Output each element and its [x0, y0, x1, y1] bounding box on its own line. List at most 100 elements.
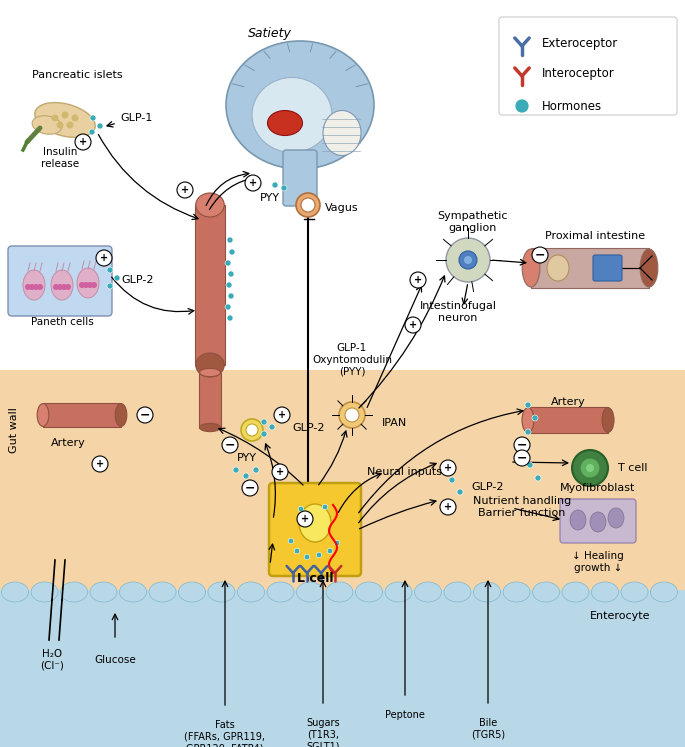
Circle shape	[66, 122, 73, 128]
Text: Hormones: Hormones	[542, 99, 602, 113]
Text: GLP-1
Oxyntomodulin
(PYY): GLP-1 Oxyntomodulin (PYY)	[312, 344, 392, 376]
Circle shape	[272, 182, 278, 188]
Text: +: +	[96, 459, 104, 469]
Text: Sugars
(T1R3,
SGLT1): Sugars (T1R3, SGLT1)	[306, 718, 340, 747]
FancyBboxPatch shape	[593, 255, 622, 281]
Text: +: +	[444, 502, 452, 512]
Text: PYY: PYY	[237, 453, 257, 463]
Text: Sympathetic
ganglion: Sympathetic ganglion	[438, 211, 508, 233]
Circle shape	[515, 99, 529, 113]
Circle shape	[241, 419, 263, 441]
Text: Artery: Artery	[551, 397, 586, 407]
Circle shape	[97, 123, 103, 129]
Text: GLP-2: GLP-2	[122, 275, 154, 285]
Circle shape	[71, 114, 79, 122]
Text: Vagus: Vagus	[325, 203, 359, 213]
Circle shape	[295, 548, 300, 554]
Circle shape	[57, 284, 63, 290]
FancyBboxPatch shape	[283, 150, 317, 206]
Text: Neural inputs: Neural inputs	[367, 467, 443, 477]
Text: −: −	[516, 438, 527, 451]
Text: −: −	[225, 438, 235, 451]
Circle shape	[322, 504, 327, 509]
Ellipse shape	[602, 408, 614, 433]
Circle shape	[514, 450, 530, 466]
Text: −: −	[245, 482, 256, 495]
Circle shape	[297, 511, 313, 527]
Circle shape	[51, 114, 58, 122]
Circle shape	[222, 437, 238, 453]
Ellipse shape	[385, 582, 412, 602]
Text: GLP-2: GLP-2	[472, 482, 504, 492]
Circle shape	[288, 539, 294, 544]
Text: +: +	[414, 275, 422, 285]
Circle shape	[298, 506, 303, 512]
Ellipse shape	[356, 582, 382, 602]
Text: Satiety: Satiety	[248, 26, 292, 40]
Text: PYY: PYY	[260, 193, 280, 203]
Text: −: −	[516, 451, 527, 465]
Ellipse shape	[651, 582, 677, 602]
Circle shape	[233, 467, 239, 473]
Text: Artery: Artery	[51, 438, 86, 448]
Circle shape	[228, 293, 234, 299]
Circle shape	[301, 198, 315, 212]
Circle shape	[253, 467, 259, 473]
Text: ↓ Healing
growth ↓: ↓ Healing growth ↓	[572, 551, 624, 573]
Text: Peptone: Peptone	[385, 710, 425, 720]
Circle shape	[405, 317, 421, 333]
Ellipse shape	[226, 41, 374, 169]
Ellipse shape	[621, 582, 648, 602]
Ellipse shape	[179, 582, 205, 602]
Text: Proximal intestine: Proximal intestine	[545, 231, 645, 241]
Ellipse shape	[199, 424, 221, 432]
Text: Enterocyte: Enterocyte	[590, 611, 650, 621]
FancyBboxPatch shape	[0, 370, 685, 595]
Ellipse shape	[32, 116, 62, 134]
Ellipse shape	[503, 582, 530, 602]
Circle shape	[459, 251, 477, 269]
Circle shape	[226, 282, 232, 288]
Text: Gut wall: Gut wall	[9, 407, 19, 453]
Text: Bile
(TGR5): Bile (TGR5)	[471, 718, 505, 740]
Ellipse shape	[547, 255, 569, 281]
FancyBboxPatch shape	[199, 373, 221, 427]
Ellipse shape	[326, 582, 353, 602]
Ellipse shape	[77, 268, 99, 298]
Circle shape	[177, 182, 193, 198]
Circle shape	[83, 282, 89, 288]
Text: Glucose: Glucose	[94, 655, 136, 665]
Circle shape	[75, 134, 91, 150]
Ellipse shape	[23, 270, 45, 300]
Circle shape	[91, 282, 97, 288]
Text: Exteroceptor: Exteroceptor	[542, 37, 619, 51]
Circle shape	[79, 282, 85, 288]
Ellipse shape	[640, 249, 658, 287]
Ellipse shape	[252, 78, 332, 152]
Circle shape	[92, 456, 108, 472]
Circle shape	[316, 552, 322, 558]
Circle shape	[449, 501, 455, 507]
Text: Interoceptor: Interoceptor	[542, 67, 614, 81]
Ellipse shape	[444, 582, 471, 602]
Ellipse shape	[414, 582, 442, 602]
Ellipse shape	[208, 582, 235, 602]
FancyBboxPatch shape	[8, 246, 112, 316]
FancyBboxPatch shape	[43, 403, 121, 427]
Ellipse shape	[592, 582, 619, 602]
Text: +: +	[301, 514, 309, 524]
Text: +: +	[276, 467, 284, 477]
Circle shape	[410, 272, 426, 288]
Circle shape	[274, 407, 290, 423]
Circle shape	[532, 415, 538, 421]
Circle shape	[572, 450, 608, 486]
Circle shape	[61, 284, 67, 290]
Circle shape	[229, 249, 235, 255]
Circle shape	[107, 267, 113, 273]
Circle shape	[33, 284, 39, 290]
Text: Myofibroblast: Myofibroblast	[560, 483, 636, 493]
Circle shape	[87, 282, 93, 288]
Ellipse shape	[196, 353, 224, 377]
Circle shape	[225, 260, 231, 266]
Circle shape	[327, 548, 333, 554]
